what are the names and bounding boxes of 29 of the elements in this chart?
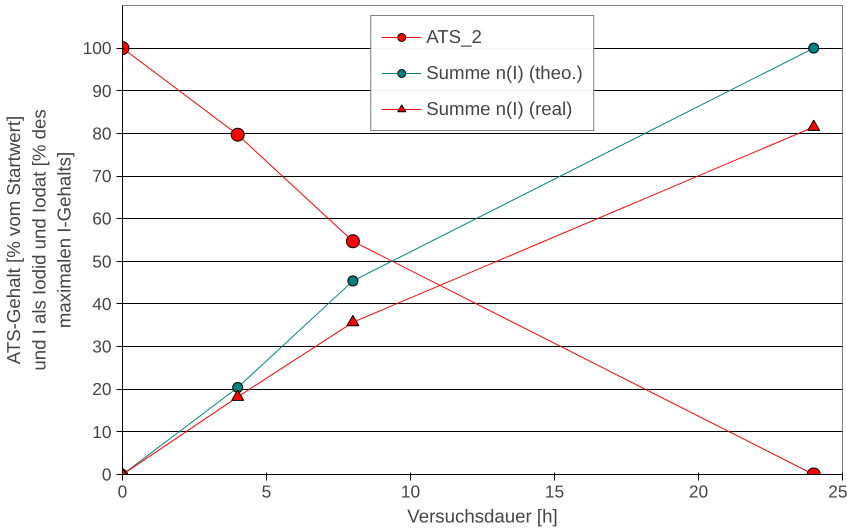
y-tick-label: 10 <box>92 422 112 442</box>
x-tick-label: 10 <box>400 482 420 502</box>
point <box>807 120 820 131</box>
point <box>231 389 244 401</box>
y-tick-label: 20 <box>92 379 112 400</box>
y-tick-label: 100 <box>82 38 112 58</box>
x-tick-label: 5 <box>262 482 272 502</box>
legend-label: Summe n(I) (theo.) <box>426 62 583 84</box>
y-tick-label: 0 <box>102 464 112 484</box>
x-tick-label: 25 <box>828 482 847 502</box>
y-tick-label: 70 <box>92 166 112 186</box>
y-tick-label: 80 <box>92 123 112 144</box>
y-axis-title: ATS-Gehalt [% vom Startwert] und I als Iodid und Iodat [% des maximalen I-Gehalts] <box>3 109 75 371</box>
y-tick-label: 50 <box>92 251 112 272</box>
point <box>808 42 820 54</box>
y-tick-label: 40 <box>92 294 112 314</box>
x-axis-title: Versuchsdauer [h] <box>407 506 558 526</box>
point <box>346 314 360 326</box>
legend-label: ATS_2 <box>426 26 482 48</box>
x-tick-label: 20 <box>688 482 708 502</box>
point <box>230 128 245 142</box>
y-tick-label: 90 <box>92 80 112 101</box>
y-tick-label: 30 <box>92 336 112 357</box>
point <box>347 275 358 286</box>
x-tick-label: 0 <box>118 482 128 502</box>
y-tick-label: 60 <box>92 208 112 229</box>
legend-label: Summe n(I) (real) <box>426 98 572 120</box>
point <box>346 234 360 248</box>
x-tick-label: 15 <box>544 482 564 502</box>
